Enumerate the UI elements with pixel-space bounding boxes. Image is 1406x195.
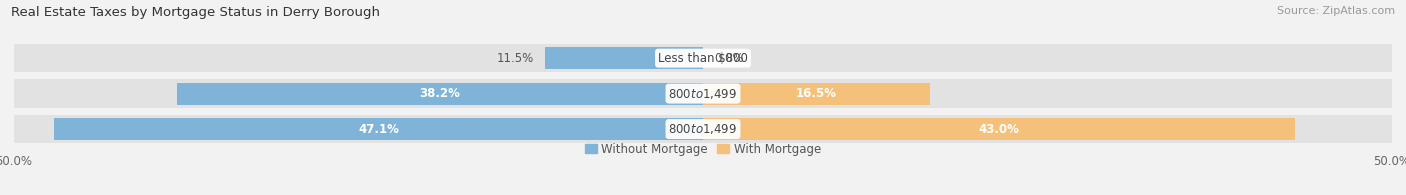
Text: 0.0%: 0.0% xyxy=(714,52,744,65)
Bar xyxy=(14,44,1392,72)
Bar xyxy=(703,118,1295,140)
Bar xyxy=(703,83,931,105)
Bar xyxy=(177,83,703,105)
Bar xyxy=(544,47,703,69)
Text: Real Estate Taxes by Mortgage Status in Derry Borough: Real Estate Taxes by Mortgage Status in … xyxy=(11,6,380,19)
Bar xyxy=(53,118,703,140)
Text: $800 to $1,499: $800 to $1,499 xyxy=(668,122,738,136)
Bar xyxy=(14,115,1392,143)
Legend: Without Mortgage, With Mortgage: Without Mortgage, With Mortgage xyxy=(581,138,825,160)
Text: $800 to $1,499: $800 to $1,499 xyxy=(668,87,738,101)
Text: 16.5%: 16.5% xyxy=(796,87,837,100)
Text: Source: ZipAtlas.com: Source: ZipAtlas.com xyxy=(1277,6,1395,16)
Text: 47.1%: 47.1% xyxy=(359,122,399,136)
Text: 38.2%: 38.2% xyxy=(419,87,460,100)
Text: 43.0%: 43.0% xyxy=(979,122,1019,136)
Bar xyxy=(14,79,1392,108)
Text: 11.5%: 11.5% xyxy=(496,52,533,65)
Text: Less than $800: Less than $800 xyxy=(658,52,748,65)
